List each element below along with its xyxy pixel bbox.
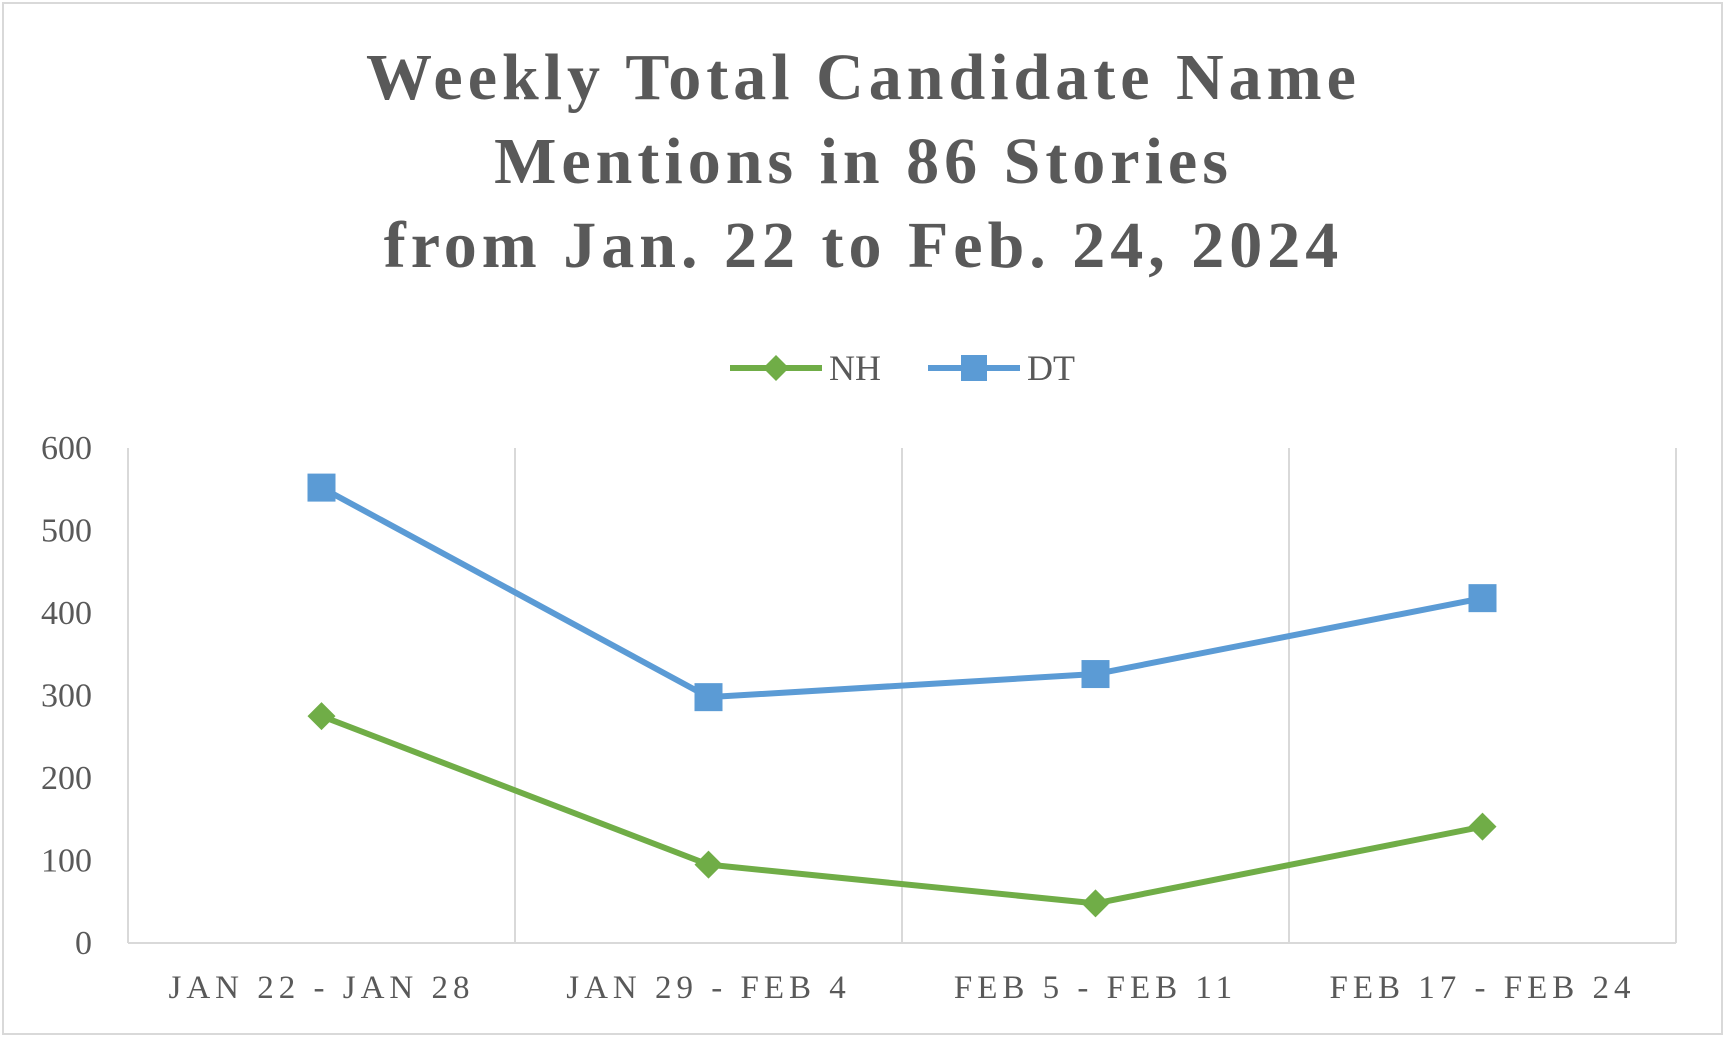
series-line-nh xyxy=(318,713,1486,907)
chart-title-line-3: from Jan. 22 to Feb. 24, 2024 xyxy=(383,209,1344,282)
chart-title-line-1: Weekly Total Candidate Name xyxy=(366,41,1361,114)
y-tick-label: 600 xyxy=(41,430,92,467)
data-point-dt xyxy=(694,683,723,712)
series-line-dt xyxy=(318,484,1486,701)
x-tick-label: JAN 22 - JAN 28 xyxy=(169,970,475,1006)
legend-marker-dt xyxy=(961,355,987,381)
legend-label-nh: NH xyxy=(829,348,881,388)
y-tick-label: 500 xyxy=(41,513,92,550)
data-point-dt xyxy=(1081,660,1110,689)
y-tick-label: 300 xyxy=(41,678,92,715)
legend-label-dt: DT xyxy=(1027,348,1075,388)
chart-title-line-2: Mentions in 86 Stories xyxy=(494,125,1233,198)
data-point-nh xyxy=(1468,812,1497,841)
data-point-nh xyxy=(694,850,723,879)
data-point-dt xyxy=(307,473,336,502)
x-tick-label: FEB 5 - FEB 11 xyxy=(954,970,1237,1006)
data-point-dt xyxy=(1468,584,1497,613)
legend-marker-nh xyxy=(763,355,789,381)
chart-title: Weekly Total Candidate Name Mentions in … xyxy=(0,36,1727,288)
data-point-nh xyxy=(1081,889,1110,918)
y-tick-label: 200 xyxy=(41,760,92,797)
y-tick-label: 400 xyxy=(41,595,92,632)
y-tick-label: 0 xyxy=(75,925,92,962)
data-point-nh xyxy=(307,702,336,731)
x-tick-label: FEB 17 - FEB 24 xyxy=(1329,970,1635,1006)
y-tick-label: 100 xyxy=(41,843,92,880)
x-tick-label: JAN 29 - FEB 4 xyxy=(566,970,851,1006)
